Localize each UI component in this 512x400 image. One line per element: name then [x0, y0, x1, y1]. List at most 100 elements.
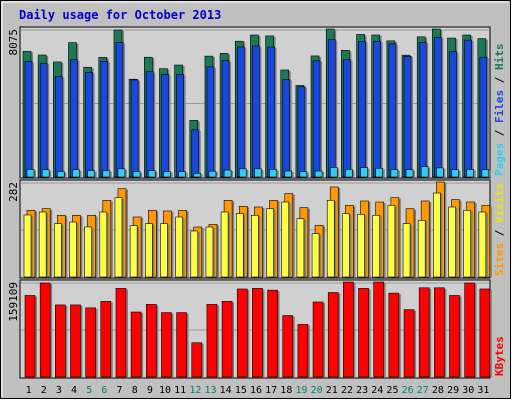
- bar-files-3: [55, 76, 63, 178]
- bar-kbytes-18: [282, 315, 294, 378]
- legend-entry-sites: Sites: [493, 243, 506, 276]
- legend-entry-pages: Pages: [493, 143, 506, 176]
- bar-pages-24: [375, 167, 384, 178]
- bar-pages-8: [132, 171, 141, 178]
- bar-sites-17: [266, 208, 274, 278]
- x-tick-label-12: 12: [189, 385, 201, 396]
- bar-pages-13: [208, 170, 217, 178]
- bar-files-14: [221, 60, 230, 178]
- legend-entry-visits: Visits: [493, 183, 506, 223]
- bar-files-17: [267, 46, 275, 178]
- bar-pages-25: [390, 169, 399, 178]
- bar-sites-13: [205, 226, 214, 278]
- x-tick-label-24: 24: [371, 385, 383, 396]
- bar-files-22: [343, 59, 351, 178]
- legend-separator: /: [493, 123, 506, 143]
- bar-files-4: [70, 59, 78, 178]
- bar-sites-7: [114, 197, 123, 278]
- bar-kbytes-9: [145, 304, 157, 378]
- bar-sites-15: [235, 213, 244, 278]
- x-tick-label-29: 29: [447, 385, 459, 396]
- bar-pages-12: [193, 173, 202, 178]
- bar-files-10: [161, 74, 169, 178]
- legend-separator: /: [493, 70, 506, 90]
- x-tick-label-9: 9: [147, 385, 153, 396]
- x-tick-label-15: 15: [235, 385, 247, 396]
- legend-separator: /: [493, 223, 506, 243]
- bar-sites-28: [433, 192, 441, 278]
- bar-pages-23: [360, 167, 368, 178]
- bar-files-19: [297, 86, 306, 178]
- x-tick-label-4: 4: [71, 385, 77, 396]
- bar-sites-14: [220, 211, 229, 278]
- bar-files-26: [403, 56, 412, 178]
- bar-sites-22: [342, 213, 350, 278]
- y-max-label-kbytes: 159109: [7, 282, 20, 322]
- bar-pages-26: [405, 169, 414, 178]
- bar-sites-20: [311, 233, 320, 278]
- bar-kbytes-3: [55, 304, 66, 378]
- x-tick-label-11: 11: [174, 385, 186, 396]
- legend-entry-kbytes: KBytes: [493, 336, 506, 376]
- bar-pages-28: [436, 167, 444, 178]
- x-tick-label-3: 3: [56, 385, 62, 396]
- x-tick-label-20: 20: [311, 385, 323, 396]
- bar-kbytes-15: [236, 288, 248, 378]
- bar-pages-10: [163, 171, 171, 178]
- bar-pages-19: [299, 171, 308, 178]
- x-tick-label-7: 7: [117, 385, 123, 396]
- x-tick-label-5: 5: [86, 385, 92, 396]
- bar-kbytes-1: [24, 295, 36, 378]
- x-tick-label-30: 30: [462, 385, 474, 396]
- x-tick-label-23: 23: [356, 385, 368, 396]
- bar-files-8: [130, 79, 139, 178]
- x-tick-label-22: 22: [341, 385, 353, 396]
- x-tick-label-27: 27: [417, 385, 429, 396]
- chart-labels: 1 2 3 4 5 6 7 8 9 10 11 12 13 14 15 16 17 18 19 20 21 22 23 24 2…: [7, 29, 506, 396]
- bar-kbytes-2: [39, 282, 51, 378]
- bar-files-13: [206, 66, 215, 178]
- x-tick-label-25: 25: [386, 385, 398, 396]
- bar-sites-12: [190, 230, 199, 278]
- bar-sites-21: [326, 200, 335, 278]
- x-tick-label-19: 19: [295, 385, 307, 396]
- bar-sites-19: [296, 218, 305, 278]
- x-tick-label-13: 13: [204, 385, 216, 396]
- bar-kbytes-16: [252, 288, 263, 378]
- bar-sites-23: [357, 214, 365, 278]
- bar-sites-16: [251, 215, 259, 278]
- bar-pages-5: [87, 170, 95, 178]
- legend-hits: Pages / Files / Hits: [493, 44, 506, 177]
- bar-kbytes-5: [85, 307, 96, 378]
- x-tick-label-14: 14: [220, 385, 232, 396]
- bar-pages-14: [223, 169, 232, 178]
- bar-kbytes-4: [70, 304, 81, 378]
- x-tick-label-6: 6: [101, 385, 107, 396]
- bar-files-9: [145, 71, 154, 178]
- x-tick-label-26: 26: [402, 385, 414, 396]
- x-tick-label-10: 10: [159, 385, 171, 396]
- bar-kbytes-14: [221, 301, 233, 378]
- bar-kbytes-31: [479, 288, 491, 378]
- bar-files-15: [236, 46, 245, 178]
- bar-kbytes-11: [176, 312, 187, 378]
- bar-sites-29: [448, 206, 456, 278]
- bar-kbytes-6: [100, 301, 112, 378]
- chart-marks: [21, 28, 492, 378]
- bar-pages-2: [41, 169, 50, 178]
- y-max-label-hits: 8075: [7, 29, 20, 56]
- bar-sites-6: [99, 211, 108, 278]
- bar-sites-9: [144, 223, 153, 278]
- bar-pages-4: [72, 169, 80, 178]
- bar-kbytes-29: [449, 295, 460, 378]
- bar-pages-21: [329, 167, 338, 178]
- x-tick-label-21: 21: [326, 385, 338, 396]
- bar-pages-27: [420, 166, 429, 178]
- bar-sites-18: [281, 201, 290, 278]
- bar-files-21: [327, 39, 336, 178]
- bar-files-20: [312, 60, 321, 178]
- bar-pages-9: [147, 170, 156, 178]
- bar-pages-20: [314, 170, 323, 178]
- bar-pages-22: [345, 169, 353, 178]
- bar-kbytes-8: [130, 311, 142, 378]
